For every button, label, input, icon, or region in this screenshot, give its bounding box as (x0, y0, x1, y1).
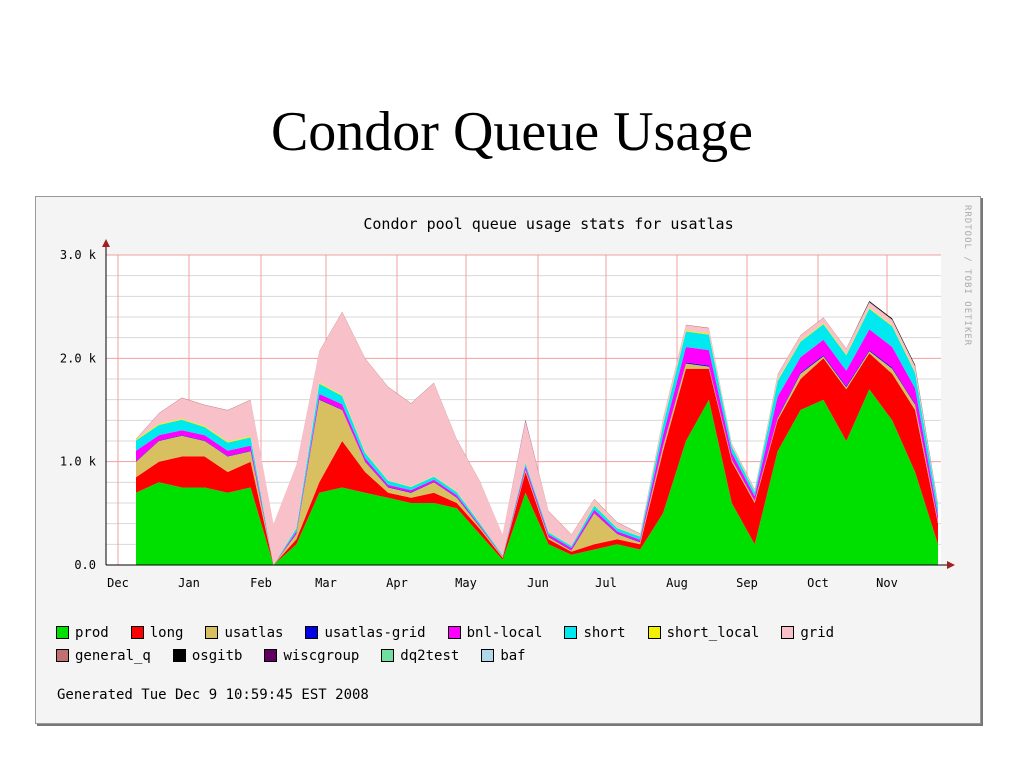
legend-label: short_local (666, 624, 760, 641)
legend-row: general_q osgitb wiscgroup dq2test baf (56, 644, 966, 667)
series-area-short (136, 308, 938, 565)
x-axis-arrow (947, 561, 955, 569)
legend-item-grid: grid (781, 625, 834, 641)
rrd-graph: Condor pool queue usage stats for usatla… (35, 196, 981, 724)
x-tick-label: Dec (107, 576, 129, 590)
legend-swatch (481, 649, 495, 662)
series-area-general_q (136, 302, 938, 535)
legend-label: bnl-local (466, 624, 543, 641)
y-tick-label: 2.0 k (60, 351, 97, 365)
legend-swatch (381, 649, 395, 662)
legend-item-wiscgroup: wiscgroup (264, 648, 359, 664)
x-tick-label: Jul (595, 576, 617, 590)
legend-item-dq2test: dq2test (381, 648, 459, 664)
legend-item-short: short (564, 624, 626, 641)
legend-label: usatlas-grid (324, 624, 426, 641)
legend-swatch (647, 626, 661, 639)
x-tick-label: Sep (736, 576, 758, 590)
legend-label: short (583, 624, 626, 641)
slide-title: Condor Queue Usage (270, 101, 754, 163)
x-tick-label: Mar (315, 576, 337, 590)
legend-label: wiscgroup (283, 647, 360, 664)
legend-swatch (447, 626, 461, 639)
legend-item-long: long (130, 624, 184, 641)
x-tick-label: Oct (807, 576, 829, 590)
legend-swatch (56, 626, 69, 639)
x-tick-label: Apr (386, 576, 408, 590)
y-axis-arrow (102, 239, 110, 247)
legend-label: long (149, 624, 184, 641)
chart-svg: Condor pool queue usage stats for usatla… (60, 215, 955, 590)
legend-row: prod long usatlas usatlas-grid bnl-local shor… (56, 621, 966, 644)
legend-item-usatlas-grid: usatlas-grid (305, 624, 426, 641)
legend-item-bnl-local: bnl-local (447, 624, 543, 641)
chart-title: Condor pool queue usage stats for usatla… (363, 215, 733, 233)
legend-label: usatlas (224, 624, 284, 641)
series-area-long (136, 353, 938, 565)
legend-label: dq2test (400, 647, 460, 664)
legend-label: prod (75, 624, 109, 641)
legend-item-osgitb: osgitb (172, 647, 243, 664)
series-area-bnl-local (136, 329, 938, 565)
y-tick-label: 3.0 k (60, 248, 97, 262)
legend-label: baf (500, 647, 526, 664)
x-tick-label: May (455, 576, 477, 590)
legend-swatch (130, 626, 144, 639)
x-tick-label: Jun (527, 576, 549, 590)
legend-swatch (56, 649, 69, 662)
series-area-prod (136, 389, 938, 565)
watermark: RRDTOOL / TOBI OETIKER (962, 205, 972, 347)
generated-timestamp: Generated Tue Dec 9 10:59:45 EST 2008 (57, 687, 369, 703)
legend-swatch (264, 649, 278, 662)
legend-label: general_q (75, 647, 151, 664)
legend-label: grid (800, 624, 835, 641)
legend-item-baf: baf (481, 647, 526, 664)
x-tick-label: Jan (178, 576, 200, 590)
series-area-grid (136, 302, 938, 565)
y-tick-label: 0.0 (74, 558, 96, 572)
legend-label: osgitb (191, 647, 243, 664)
legend-swatch (205, 626, 219, 639)
legend-swatch (172, 649, 186, 662)
legend-item-general_q: general_q (56, 648, 151, 664)
x-tick-label: Feb (250, 576, 272, 590)
legend: prod long usatlas usatlas-grid bnl-local shor… (56, 621, 966, 667)
legend-swatch (305, 626, 319, 639)
x-tick-label: Nov (876, 576, 898, 590)
legend-item-usatlas: usatlas (205, 625, 283, 641)
x-tick-label: Aug (666, 576, 688, 590)
legend-item-prod: prod (56, 625, 109, 641)
legend-swatch (781, 626, 795, 639)
legend-swatch (564, 626, 578, 639)
legend-item-short_local: short_local (647, 624, 760, 641)
y-tick-label: 1.0 k (60, 455, 97, 469)
